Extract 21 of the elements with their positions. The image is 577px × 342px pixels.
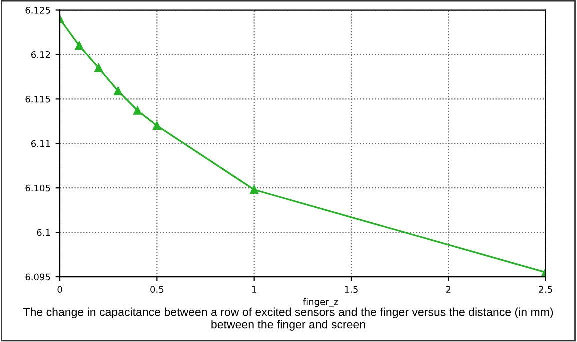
point [134,106,142,115]
point [94,64,104,72]
x-tick-label: 0.5 [150,286,164,294]
y-tick-label: 6.105 [26,184,50,192]
y-tick-label: 6.095 [26,274,50,281]
y-tick-label: 6.115 [26,96,50,103]
y-tick-label: 6.12 [32,51,50,58]
point [153,122,162,130]
point [250,186,259,194]
y-tick-label: 6.11 [32,140,50,148]
text: The change in capacitance between a row of excited sensors and the finger versus the distance (in mm) between the finger and screen [23,308,554,331]
y-tick-label: 6.125 [26,6,50,14]
x-tick-label: 2.5 [539,286,552,294]
y-tick-label: 6.1 [37,229,50,236]
x-axis-title: finger_z [303,298,338,308]
x-tick-label: 2 [446,286,451,293]
x-tick-label: 0 [58,286,62,294]
x-tick-label: 1.5 [345,286,358,294]
x-tick-label: 1 [252,286,256,293]
point [75,42,84,50]
point [114,87,122,96]
